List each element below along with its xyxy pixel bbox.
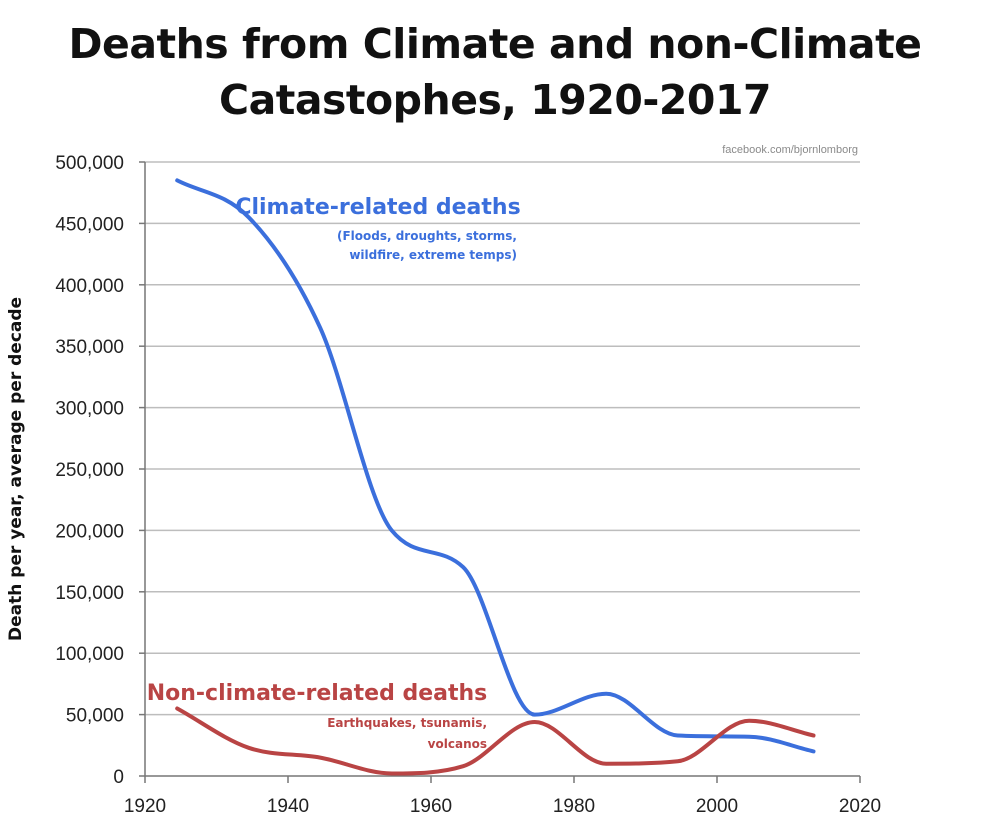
y-tick-label: 350,000 <box>55 337 124 358</box>
gridlines <box>145 161 860 716</box>
non-climate-series-label: Non-climate-related deaths <box>147 681 488 706</box>
x-axis-ticks: 1920 1940 1960 1980 2000 2020 <box>124 776 881 817</box>
climate-series-note-line-1: (Floods, droughts, storms, <box>337 229 517 243</box>
y-tick-label: 150,000 <box>55 583 124 604</box>
chart-title: Deaths from Climate and non-Climate Cata… <box>0 16 990 128</box>
climate-deaths-line <box>175 178 816 754</box>
climate-series-label: Climate-related deaths <box>235 195 520 220</box>
non-climate-deaths-line <box>175 706 816 776</box>
series-lines <box>175 178 816 776</box>
y-tick-label: 250,000 <box>55 460 124 481</box>
chart-title-line-2: Catastophes, 1920-2017 <box>218 76 772 124</box>
source-credit: facebook.com/bjornlomborg <box>722 144 858 156</box>
x-tick-label: 1940 <box>267 796 309 817</box>
chart-title-line-1: Deaths from Climate and non-Climate <box>68 20 923 68</box>
x-tick-label: 2000 <box>696 796 738 817</box>
non-climate-series-note-line-2: volcanos <box>428 737 487 751</box>
y-axis-label: Death per year, average per decade <box>6 297 26 641</box>
non-climate-series-note-line-1: Earthquakes, tsunamis, <box>327 716 487 730</box>
y-tick-label: 400,000 <box>55 276 124 297</box>
y-tick-label: 50,000 <box>66 706 124 727</box>
y-tick-label: 500,000 <box>55 153 124 174</box>
x-tick-label: 1980 <box>553 796 595 817</box>
y-tick-label: 300,000 <box>55 399 124 420</box>
y-tick-label: 450,000 <box>55 214 124 235</box>
x-tick-label: 1960 <box>410 796 452 817</box>
x-tick-label: 1920 <box>124 796 166 817</box>
climate-series-note-line-2: wildfire, extreme temps) <box>349 248 517 262</box>
y-tick-label: 200,000 <box>55 521 124 542</box>
y-axis-ticks: 0 50,000 100,000 150,000 200,000 250,000 300,0… <box>55 153 145 788</box>
x-tick-label: 2020 <box>839 796 881 817</box>
y-tick-label: 0 <box>113 767 124 788</box>
y-tick-label: 100,000 <box>55 644 124 665</box>
